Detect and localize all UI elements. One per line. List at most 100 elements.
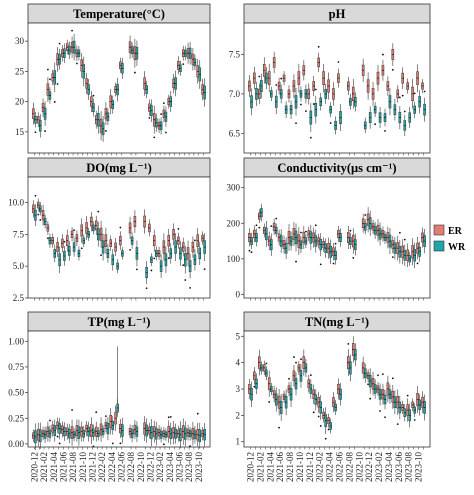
outlier-point [100, 254, 102, 257]
outlier-point [184, 279, 187, 281]
y-tick-label: 2 [236, 410, 241, 420]
legend-label-wr: WR [448, 242, 466, 253]
outlier-point [80, 247, 83, 250]
outlier-point [105, 415, 107, 418]
outlier-point [71, 29, 73, 32]
x-tick-label: 2021-02 [255, 452, 265, 482]
outlier-point [177, 227, 180, 230]
y-tick-label: 300 [227, 183, 241, 193]
outlier-point [169, 416, 172, 418]
outlier-point [49, 78, 51, 81]
outlier-point [136, 268, 138, 271]
y-tick-label: 30 [15, 36, 25, 46]
legend-label-er: ER [448, 226, 463, 237]
outlier-point [49, 419, 51, 422]
outlier-point [317, 415, 320, 418]
y-tick-label: 1.00 [8, 336, 24, 346]
outlier-point [258, 226, 261, 229]
y-tick-label: 7.5 [13, 229, 25, 239]
outlier-point [182, 63, 185, 66]
y-tick-label: 0.75 [8, 362, 24, 372]
x-tick-label: 2021-08 [68, 452, 78, 482]
outlier-point [304, 230, 307, 233]
outlier-point [367, 383, 370, 386]
x-tick-label: 2022-04 [107, 452, 117, 482]
panel-title: DO(mg L⁻¹) [86, 161, 152, 175]
panel-title: TP(mg L⁻¹) [88, 315, 151, 329]
outlier-point [58, 442, 61, 445]
panel-title: pH [329, 7, 346, 21]
x-tick-label: 2023-06 [174, 452, 184, 482]
outlier-point [413, 419, 416, 421]
y-tick-label: 0.25 [8, 413, 24, 423]
outlier-point [145, 287, 148, 290]
x-tick-label: 2022-08 [126, 452, 136, 482]
x-tick-label: 2021-02 [39, 452, 49, 482]
outlier-point [327, 428, 330, 431]
outlier-point [319, 425, 322, 427]
panel-1: pH 6.5 7.0 7.5 [229, 3, 431, 156]
x-tick-label: 2021-12 [305, 452, 315, 482]
outlier-point [105, 130, 107, 132]
x-tick-label: 2022-06 [334, 452, 344, 482]
panel-title: TN(mg L⁻¹) [305, 315, 369, 329]
outlier-point [37, 213, 40, 216]
outlier-point [377, 374, 379, 377]
outlier-point [63, 240, 66, 243]
outlier-point [167, 416, 170, 419]
legend-swatch-wr [433, 240, 445, 252]
x-tick-label: 2023-06 [394, 452, 404, 482]
outlier-point [189, 287, 191, 289]
panel-3: Conductivity(μs cm⁻¹) 0 100 200 300 [227, 157, 431, 301]
y-tick-label: 5 [236, 331, 241, 341]
panel-2: DO(mg L⁻¹) 2.5 5.0 7.5 10.0 [8, 157, 211, 303]
outlier-point [194, 239, 196, 242]
x-tick-label: 2023-02 [374, 452, 384, 482]
outlier-point [401, 94, 404, 97]
outlier-point [396, 423, 399, 426]
outlier-point [47, 237, 49, 240]
outlier-point [268, 401, 271, 403]
y-tick-label: 4 [236, 358, 241, 368]
outlier-point [423, 90, 426, 93]
outlier-point [255, 224, 258, 227]
outlier-point [275, 217, 278, 220]
outlier-point [71, 409, 73, 411]
outlier-point [148, 116, 151, 119]
outlier-point [56, 83, 59, 85]
outlier-point [92, 445, 95, 448]
outlier-point [295, 122, 297, 125]
outlier-point [275, 84, 278, 86]
y-tick-label: 0.50 [8, 388, 24, 398]
y-tick-label: 1 [236, 437, 241, 447]
y-tick-label: 5.0 [13, 261, 25, 271]
outlier-point [314, 224, 317, 227]
panel-title: Temperature(°C) [73, 7, 165, 21]
outlier-point [312, 411, 315, 414]
outlier-point [382, 373, 384, 376]
outlier-point [391, 256, 394, 259]
outlier-point [270, 225, 273, 228]
outlier-point [329, 122, 332, 124]
outlier-point [384, 129, 386, 132]
outlier-point [134, 71, 136, 74]
x-tick-label: 2023-10 [414, 452, 424, 482]
outlier-point [196, 412, 199, 415]
y-tick-label: 20 [15, 97, 25, 107]
plot-area [27, 176, 211, 299]
outlier-point [163, 102, 165, 105]
outlier-point [295, 361, 297, 364]
outlier-point [165, 131, 167, 134]
outlier-point [349, 229, 352, 232]
x-tick-label: 2023-10 [194, 452, 204, 482]
x-tick-label: 2022-02 [315, 452, 325, 482]
x-tick-label: 2021-06 [58, 452, 68, 482]
outlier-point [95, 411, 98, 414]
outlier-point [153, 136, 156, 139]
outlier-point [47, 68, 49, 71]
outlier-point [278, 426, 281, 429]
outlier-point [73, 229, 75, 232]
y-tick-label: 7.5 [229, 50, 241, 60]
outlier-point [334, 242, 337, 245]
panel-title: Conductivity(μs cm⁻¹) [277, 161, 396, 175]
